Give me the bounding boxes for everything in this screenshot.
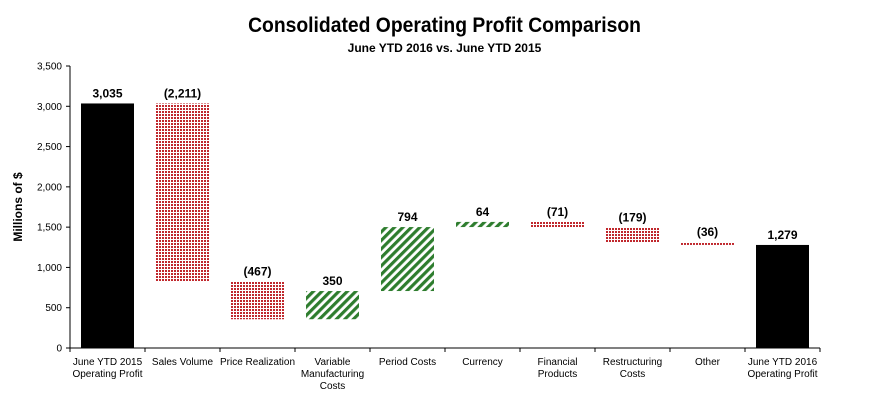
data-label: (2,211) [164, 86, 201, 100]
x-tick-label: Sales Volume [152, 357, 214, 368]
data-label: (71) [547, 205, 568, 219]
bar-3 [306, 291, 359, 320]
bar-7 [606, 227, 659, 243]
data-label: (179) [618, 211, 646, 225]
chart-subtitle: June YTD 2016 vs. June YTD 2015 [347, 41, 542, 55]
bar-9 [756, 244, 809, 348]
bar-1 [156, 103, 209, 282]
y-axis-label: Millions of $ [11, 172, 25, 242]
x-tick-label: Variable [315, 357, 351, 368]
data-label: 3,035 [92, 86, 122, 100]
x-tick-label: Operating Profit [72, 369, 142, 380]
data-label: 794 [397, 210, 417, 224]
x-tick-label: June YTD 2015 [73, 357, 143, 368]
y-tick-label: 500 [45, 303, 62, 314]
x-tick-label: Price Realization [220, 357, 295, 368]
y-tick-label: 3,500 [37, 62, 62, 73]
x-tick-label: Operating Profit [747, 369, 817, 380]
bar-8 [681, 242, 734, 245]
x-tick-label: Currency [462, 357, 503, 368]
x-tick-label: Other [695, 357, 721, 368]
bar-6 [531, 221, 584, 228]
x-tick-label: Manufacturing [301, 369, 364, 380]
x-tick-label: Products [538, 369, 577, 380]
bar-2 [231, 281, 284, 320]
x-tick-label: Costs [320, 381, 346, 392]
data-label: 64 [476, 205, 490, 219]
y-tick-label: 1,500 [37, 223, 62, 234]
y-tick-label: 1,000 [37, 263, 62, 274]
y-tick-label: 2,000 [37, 182, 62, 193]
x-tick-label: Financial [537, 357, 577, 368]
data-label: (36) [697, 225, 718, 239]
x-tick-label: June YTD 2016 [748, 357, 818, 368]
x-tick-label: Period Costs [379, 357, 436, 368]
y-tick-label: 3,000 [37, 102, 62, 113]
y-tick-label: 0 [56, 344, 62, 355]
x-tick-label: Costs [620, 369, 646, 380]
bar-4 [381, 227, 434, 292]
bar-5 [456, 221, 509, 228]
bar-0 [81, 103, 134, 348]
chart-title: Consolidated Operating Profit Comparison [248, 14, 641, 37]
data-label: (467) [243, 265, 271, 279]
x-tick-label: Restructuring [603, 357, 662, 368]
y-tick-label: 2,500 [37, 142, 62, 153]
data-label: 350 [322, 274, 342, 288]
data-label: 1,279 [767, 228, 797, 242]
